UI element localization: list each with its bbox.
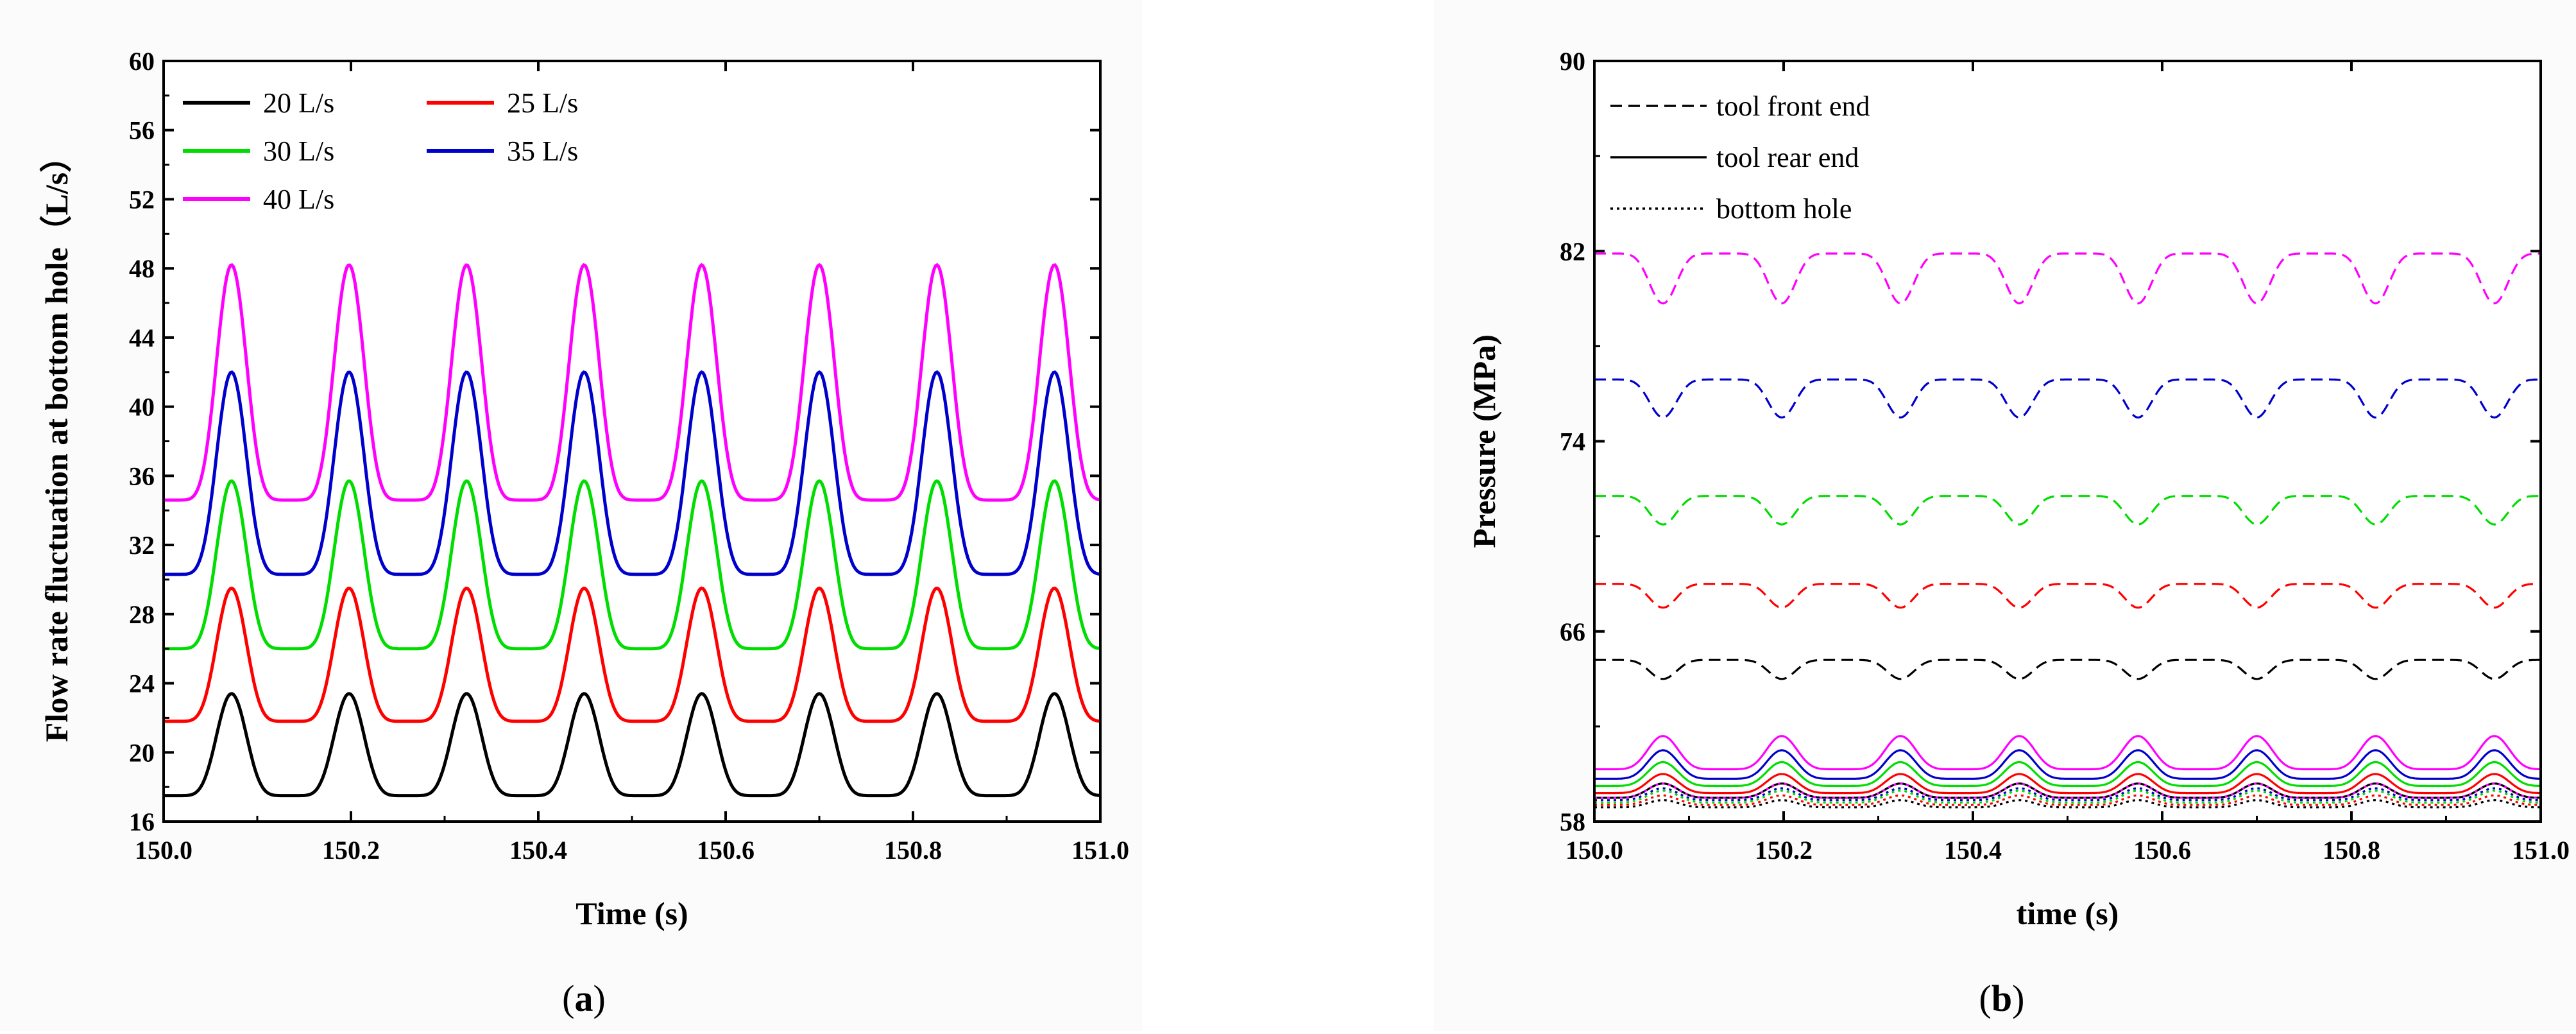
panel-a-y-tick-label: 40	[129, 393, 155, 422]
panel-a-y-tick-label: 36	[129, 461, 155, 490]
panel-b-series-line-3	[1594, 583, 2541, 609]
panel-b-legend-label: tool front end	[1716, 90, 1870, 122]
panel-a-y-tick-label: 16	[129, 807, 155, 836]
panel-b-series-line-4	[1594, 659, 2541, 680]
panel-a-legend-label: 20 L/s	[263, 87, 334, 119]
panel-b-plot-background	[1594, 61, 2541, 822]
panel-b-series-line-5	[1594, 735, 2541, 771]
panel-a-y-tick-label: 32	[129, 531, 155, 560]
panel-a-x-tick-label: 150.4	[509, 836, 567, 865]
panel-b-series-line-1	[1594, 378, 2541, 419]
panel-b-series-group	[1594, 252, 2541, 809]
panel-a-caption: (a)	[562, 978, 606, 1019]
panel-a-legend-label: 30 L/s	[263, 135, 334, 167]
panel-b-x-tick-label: 150.8	[2323, 836, 2380, 865]
panel-a-series-line-4	[164, 263, 1100, 502]
panel-b-x-tick-label: 150.4	[1944, 836, 2002, 865]
panel-a-plot-area: 150.0 150.2 150.4 150.6 150.8 151.0 16 20 24 28 32…	[38, 47, 1129, 931]
panel-a-y-tick-label: 60	[129, 47, 155, 76]
panel-b-y-tick-label: 90	[1560, 47, 1585, 76]
panel-b-series-line-8	[1594, 773, 2541, 795]
panel-a-y-tick-label: 44	[129, 323, 155, 352]
panel-b-x-tick-label: 150.0	[1565, 836, 1623, 865]
panel-a-series-line-1	[164, 586, 1100, 723]
panel-a-series-group	[164, 263, 1100, 798]
panel-a-y-tick-label: 20	[129, 738, 155, 767]
panel-a-x-tick-label: 150.0	[135, 836, 192, 865]
panel-a-y-axis-title: Flow rate fluctuation at bottom hole（L/s…	[38, 141, 74, 742]
panel-b-caption: (b)	[1979, 978, 2025, 1019]
panel-b-y-axis-title: Pressure (MPa)	[1466, 334, 1502, 548]
panel-b-series-line-6	[1594, 749, 2541, 780]
panel-b-caption-letter: b	[1992, 978, 2012, 1019]
panel-b-y-tick-label: 74	[1560, 427, 1585, 456]
panel-b-x-axis-title: time (s)	[2017, 895, 2119, 931]
panel-b-series-line-7	[1594, 761, 2541, 788]
panel-b-series-line-13	[1594, 794, 2541, 806]
panel-b: 150.0 150.2 150.4 150.6 150.8 151.0 58 66 74 82 90…	[1434, 0, 2576, 1031]
panel-a-y-tick-label: 52	[129, 185, 155, 214]
panel-a-x-axis-title: Time (s)	[576, 895, 688, 931]
panel-b-plot-area: 150.0 150.2 150.4 150.6 150.8 151.0 58 66 74 82 90…	[1466, 47, 2570, 931]
panel-a-caption-letter: a	[575, 978, 593, 1019]
panel-a-series-line-3	[164, 370, 1100, 576]
panel-b-x-tick-label: 150.6	[2133, 836, 2191, 865]
panel-b-y-tick-label: 82	[1560, 237, 1585, 266]
panel-a-legend-label: 25 L/s	[507, 87, 578, 119]
panel-b-series-line-10	[1594, 782, 2541, 799]
panel-b-series-line-0	[1594, 252, 2541, 305]
panel-b-series-line-2	[1594, 495, 2541, 526]
panel-a-series-line-0	[164, 692, 1100, 798]
panel-a-y-tick-label: 56	[129, 116, 155, 145]
panel-b-legend-label: tool rear end	[1716, 142, 1859, 173]
panel-b-x-tick-label: 150.2	[1755, 836, 1813, 865]
panel-a-legend-label: 35 L/s	[507, 135, 578, 167]
panel-a-x-tick-label: 150.8	[884, 836, 942, 865]
panel-a-y-tick-label: 48	[129, 254, 155, 283]
panel-a-x-tick-label: 150.2	[322, 836, 380, 865]
panel-a: 150.0 150.2 150.4 150.6 150.8 151.0 16 20 24 28 32…	[0, 0, 1142, 1031]
panel-b-legend-label: bottom hole	[1716, 193, 1852, 225]
panel-b-x-tick-label: 151.0	[2512, 836, 2570, 865]
panel-a-x-tick-label: 150.6	[697, 836, 755, 865]
panel-b-series-line-12	[1594, 789, 2541, 804]
panel-b-series-line-11	[1594, 787, 2541, 802]
panel-a-legend-label: 40 L/s	[263, 184, 334, 215]
panel-a-y-tick-label: 28	[129, 600, 155, 629]
panel-a-series-line-2	[164, 479, 1100, 651]
panel-a-y-tick-label: 24	[129, 669, 155, 698]
panel-b-y-tick-label: 58	[1560, 807, 1585, 836]
panel-b-y-tick-label: 66	[1560, 617, 1585, 646]
panel-a-x-tick-label: 151.0	[1071, 836, 1129, 865]
panel-a-plot-background	[164, 61, 1100, 822]
